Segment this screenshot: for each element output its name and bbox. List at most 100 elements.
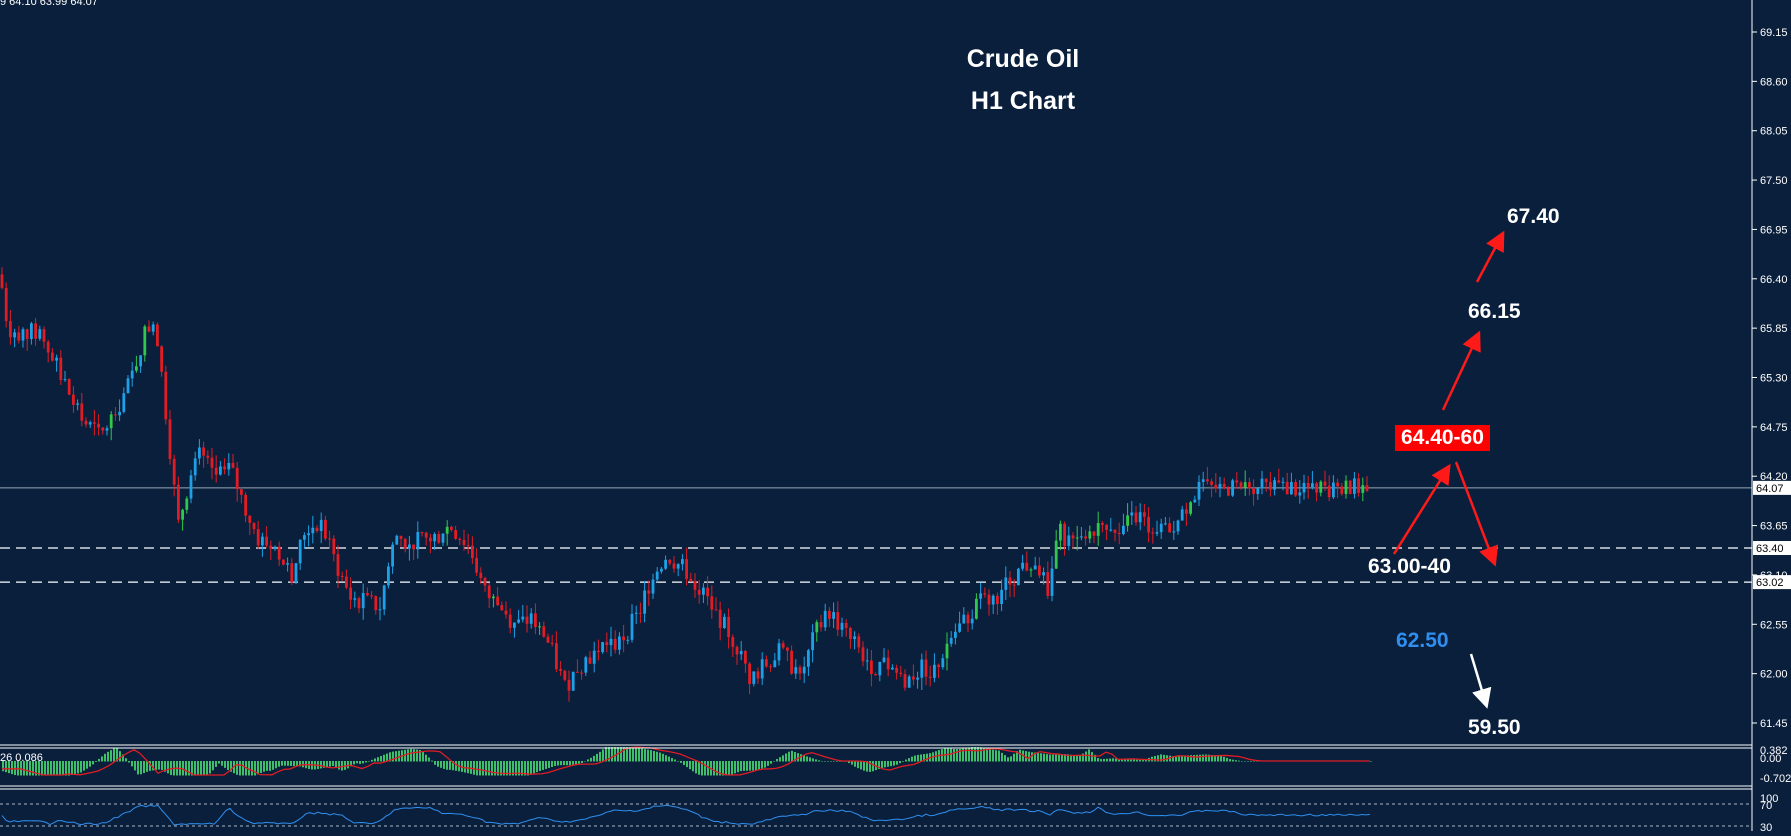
candle-body <box>244 494 247 516</box>
macd-bar <box>1103 758 1105 762</box>
macd-bar <box>995 750 997 762</box>
candle-body <box>630 613 634 640</box>
macd-bar <box>377 757 379 762</box>
macd-bar <box>911 756 913 762</box>
macd-bar <box>1106 758 1108 762</box>
macd-bar <box>470 761 472 774</box>
candle-body <box>429 537 432 542</box>
macd-bar <box>119 751 121 762</box>
candle-body <box>55 357 58 361</box>
candle-body <box>571 671 575 691</box>
macd-bar <box>713 761 715 776</box>
candle-body <box>739 650 743 655</box>
macd-bar <box>92 761 94 765</box>
macd-bar <box>356 761 358 764</box>
candle-body <box>786 647 789 651</box>
candle-body <box>605 642 609 646</box>
macd-bar <box>116 748 118 762</box>
macd-bar <box>272 761 274 770</box>
macd-bar <box>1211 754 1213 762</box>
candle-body <box>403 538 407 549</box>
macd-bar <box>260 761 262 774</box>
macd-bar <box>698 761 700 775</box>
candle-body <box>307 533 310 536</box>
macd-bar <box>1112 758 1114 762</box>
macd-bar <box>800 754 802 762</box>
candle-body <box>546 636 550 643</box>
macd-bar <box>1073 755 1075 762</box>
macd-bar <box>1223 756 1225 762</box>
macd-bar <box>1175 756 1177 762</box>
candle-body <box>790 650 793 674</box>
macd-bar <box>1019 749 1021 762</box>
candle-body <box>823 610 827 628</box>
macd-bar <box>734 761 736 774</box>
candle-body <box>727 616 730 638</box>
candle-body <box>4 287 8 322</box>
macd-bar <box>497 761 499 776</box>
macd-bar <box>815 759 817 762</box>
candle-body <box>156 324 159 347</box>
candle-body <box>298 539 302 564</box>
macd-bar <box>788 751 790 762</box>
candle-body <box>748 663 751 684</box>
macd-bar <box>1238 760 1240 762</box>
current-price-tag <box>1753 480 1791 495</box>
macd-bar <box>587 759 589 762</box>
candle-body <box>815 622 819 633</box>
candle-body <box>1134 512 1138 523</box>
macd-bar <box>1124 759 1126 762</box>
macd-bar <box>737 761 739 773</box>
macd-bar <box>239 761 241 776</box>
macd-bar <box>524 761 526 776</box>
macd-bar <box>1241 761 1243 762</box>
candle-body <box>67 379 71 395</box>
macd-bar <box>320 761 322 769</box>
candle-body <box>21 329 25 341</box>
candle-body <box>1164 523 1167 525</box>
candle-body <box>811 632 814 651</box>
macd-bar <box>1145 759 1147 762</box>
candle-body <box>1126 515 1129 526</box>
candle-body <box>849 627 852 640</box>
candle-body <box>114 414 117 416</box>
macd-bar <box>530 761 532 775</box>
candle-body <box>1021 562 1024 569</box>
axis-tick-label: 61.45 <box>1760 718 1788 730</box>
candle-body <box>1327 485 1331 498</box>
macd-bar <box>1121 759 1123 762</box>
candle-body <box>286 563 289 565</box>
macd-bar <box>425 754 427 762</box>
candle-body <box>261 536 264 546</box>
candle-body <box>248 515 252 523</box>
candle-body <box>975 598 978 619</box>
macd-bar <box>8 761 10 774</box>
candle-body <box>1138 512 1142 523</box>
candle-body <box>25 329 29 340</box>
macd-bar <box>653 750 655 762</box>
macd-bar <box>347 761 349 769</box>
macd-bar <box>686 761 688 768</box>
candle-body <box>1340 486 1344 494</box>
macd-bar <box>752 761 754 771</box>
support-label: 63.00-40 <box>1368 555 1451 578</box>
macd-bar <box>353 761 355 765</box>
candle-body <box>1294 482 1297 496</box>
candle-body <box>1180 509 1184 521</box>
macd-bar <box>728 761 730 776</box>
macd-bar <box>362 761 364 764</box>
candle-body <box>672 563 676 569</box>
macd-bar <box>221 761 223 766</box>
candle-body <box>1159 523 1163 533</box>
candle-body <box>1285 481 1289 495</box>
candle-body <box>1117 532 1121 535</box>
macd-bar <box>68 761 70 776</box>
candle-body <box>84 420 88 425</box>
macd-bar <box>374 758 376 762</box>
macd-bar <box>632 747 634 762</box>
macd-bar <box>1244 761 1246 762</box>
candle-body <box>1101 523 1104 525</box>
candle-body <box>366 592 369 596</box>
macd-bar <box>65 761 67 776</box>
candle-body <box>517 619 520 623</box>
